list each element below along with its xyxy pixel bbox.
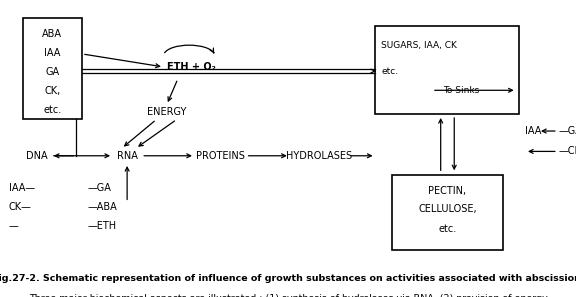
- Text: —: —: [9, 221, 18, 231]
- Text: To Sinks: To Sinks: [444, 86, 479, 95]
- Text: PECTIN,: PECTIN,: [429, 186, 467, 196]
- Text: GA: GA: [46, 67, 59, 77]
- Text: —GA: —GA: [88, 184, 112, 193]
- Text: Three major biochemical aspects are illustrated : (1) synthesis of hydrolases vi: Three major biochemical aspects are illu…: [29, 294, 547, 297]
- Text: CK—: CK—: [9, 202, 32, 212]
- Text: PROTEINS: PROTEINS: [196, 151, 245, 161]
- Text: DNA: DNA: [26, 151, 48, 161]
- Bar: [392, 175, 502, 250]
- Text: HYDROLASES: HYDROLASES: [286, 151, 352, 161]
- Text: ENERGY: ENERGY: [147, 107, 186, 117]
- Text: CELLULOSE,: CELLULOSE,: [418, 204, 477, 214]
- Text: SUGARS, IAA, CK: SUGARS, IAA, CK: [381, 41, 457, 50]
- Text: etc.: etc.: [43, 105, 62, 115]
- Text: —CK: —CK: [559, 146, 576, 157]
- Bar: [22, 18, 82, 119]
- Text: ETH + O₂: ETH + O₂: [166, 62, 215, 72]
- Text: IAA: IAA: [525, 126, 541, 136]
- Text: etc.: etc.: [381, 67, 398, 76]
- Text: ABA: ABA: [42, 29, 62, 39]
- Text: —ABA: —ABA: [88, 202, 118, 212]
- Text: —ETH: —ETH: [88, 221, 117, 231]
- Text: Fig.27-2. Schematic representation of influence of growth substances on activiti: Fig.27-2. Schematic representation of in…: [0, 274, 576, 283]
- Text: —GA: —GA: [559, 126, 576, 136]
- Text: etc.: etc.: [438, 224, 457, 234]
- Text: IAA—: IAA—: [9, 184, 35, 193]
- Text: CK,: CK,: [44, 86, 60, 96]
- Text: RNA: RNA: [117, 151, 138, 161]
- Bar: [376, 26, 520, 113]
- Text: IAA: IAA: [44, 48, 60, 58]
